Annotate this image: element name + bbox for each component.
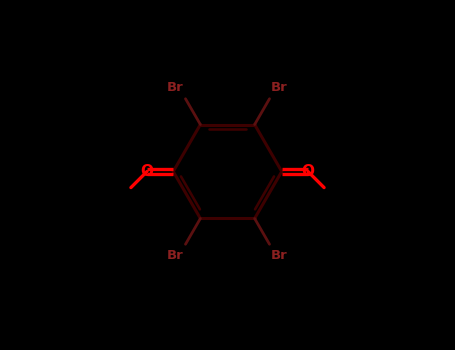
Text: Br: Br xyxy=(271,80,288,93)
Text: O: O xyxy=(302,164,314,179)
Text: Br: Br xyxy=(167,250,184,262)
Text: Br: Br xyxy=(271,250,288,262)
Text: O: O xyxy=(141,164,153,179)
Text: Br: Br xyxy=(167,80,184,93)
